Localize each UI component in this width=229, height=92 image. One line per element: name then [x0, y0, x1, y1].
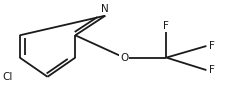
Text: F: F — [208, 41, 214, 51]
Text: N: N — [101, 4, 109, 14]
Text: O: O — [120, 53, 128, 63]
Text: F: F — [208, 65, 214, 75]
Text: Cl: Cl — [3, 72, 13, 82]
Text: F: F — [163, 21, 169, 31]
